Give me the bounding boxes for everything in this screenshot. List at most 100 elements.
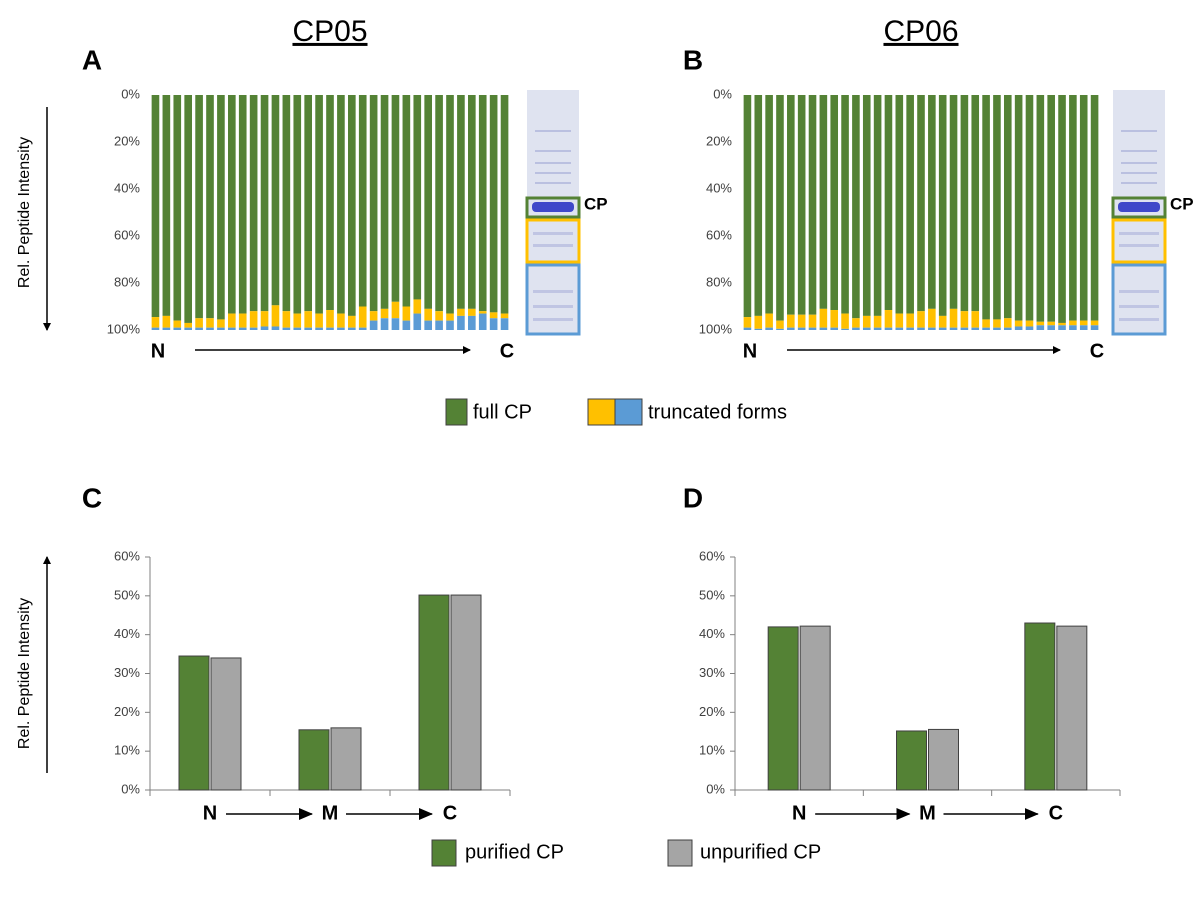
bar-segment [819,95,828,309]
y-tick-label: 80% [706,274,732,289]
gel-image [527,90,579,335]
gel-band [533,305,573,308]
bar-segment [993,95,1001,320]
bar-segment [380,308,389,319]
bar-segment [906,327,914,330]
bar-segment [217,327,225,330]
y-tick-label: 0% [706,781,725,796]
bar-segment [754,95,763,316]
bar-segment [468,308,476,316]
bar-segment [478,95,487,312]
bar [450,594,482,791]
x-tick-label: N [203,802,217,824]
bar-segment [1069,320,1077,326]
bar-segment [326,327,334,330]
bar-segment [1069,325,1077,330]
bar-segment [949,327,958,330]
bar-segment [1047,95,1055,322]
bar-segment [928,327,936,330]
bar-segment [819,308,828,328]
bar-segment [249,95,258,312]
bar-segment [184,95,192,323]
bar-segment [315,313,323,328]
bar-segment [348,95,356,316]
gel-band [1121,162,1157,164]
bar-segment [993,327,1001,330]
bar-segment [949,95,958,309]
bar-segment [938,327,947,330]
bar-segment [1090,320,1099,326]
y-tick-label: 100% [107,321,141,336]
legend-swatch [431,839,457,867]
bar-segment [841,328,849,330]
y-tick-label: 20% [114,704,140,719]
bar-segment [435,95,443,312]
bar-segment [743,317,752,328]
panel-letter: C [82,482,102,513]
bar-segment [776,95,784,321]
bar-segment [1003,318,1012,328]
bar-segment [228,327,236,330]
x-end-label: C [500,340,514,362]
bar-segment [982,319,990,328]
legend-swatch [445,398,468,426]
bar-segment [217,319,225,328]
bar-segment [457,315,465,330]
bar-segment [797,95,806,315]
gel-band [533,290,573,293]
bar-segment [1058,95,1066,323]
bar-segment [478,311,487,314]
gel-image [1113,90,1165,335]
x-tick-label: C [1049,802,1063,824]
bar [178,655,210,791]
gel-main-band [1118,202,1160,212]
gel-band [1119,244,1159,247]
y-axis-label: Rel. Peptide Intensity [16,137,33,288]
y-tick-label: 60% [114,227,140,242]
bar-segment [1079,325,1088,330]
bar-segment [195,318,203,328]
bar-segment [249,311,258,328]
bar-segment [337,95,345,314]
gel-box [1111,218,1167,264]
bar-segment [435,320,443,330]
bar-segment [754,328,763,330]
y-tick-label: 60% [699,548,725,563]
bar-segment [271,326,280,330]
gel-band [1119,305,1159,308]
gel-band [535,162,571,164]
bar-segment [500,95,509,314]
bar-segment [1069,95,1077,321]
bar-segment [326,310,334,328]
gel-band [1119,232,1159,235]
y-tick-label: 20% [706,133,732,148]
legend-label: truncated forms [648,401,787,423]
bar-segment [895,95,904,314]
bar-segment [787,314,795,328]
bar-segment [841,313,849,329]
bar-segment [206,95,214,319]
bar-segment [195,327,203,330]
bar-segment [1036,321,1045,326]
bar-segment [337,327,345,330]
y-axis-label: Rel. Peptide Intensity [16,598,33,749]
bar-segment [743,95,752,318]
gel-band [1121,172,1157,174]
bar-segment [743,327,752,330]
bar-segment [413,313,422,330]
bar-segment [808,314,817,328]
bar-segment [424,308,432,321]
x-tick-label: M [322,802,339,824]
bar-segment [173,327,182,330]
bar-segment [457,95,465,309]
gel-band [1119,290,1159,293]
bar-segment [304,327,312,330]
bar-segment [358,95,367,307]
y-tick-label: 40% [114,180,140,195]
y-tick-label: 30% [114,665,140,680]
bar-segment [852,95,860,319]
bar-segment [971,311,980,328]
bar-segment [830,95,839,311]
bar [896,730,927,791]
bar-segment [862,327,871,330]
